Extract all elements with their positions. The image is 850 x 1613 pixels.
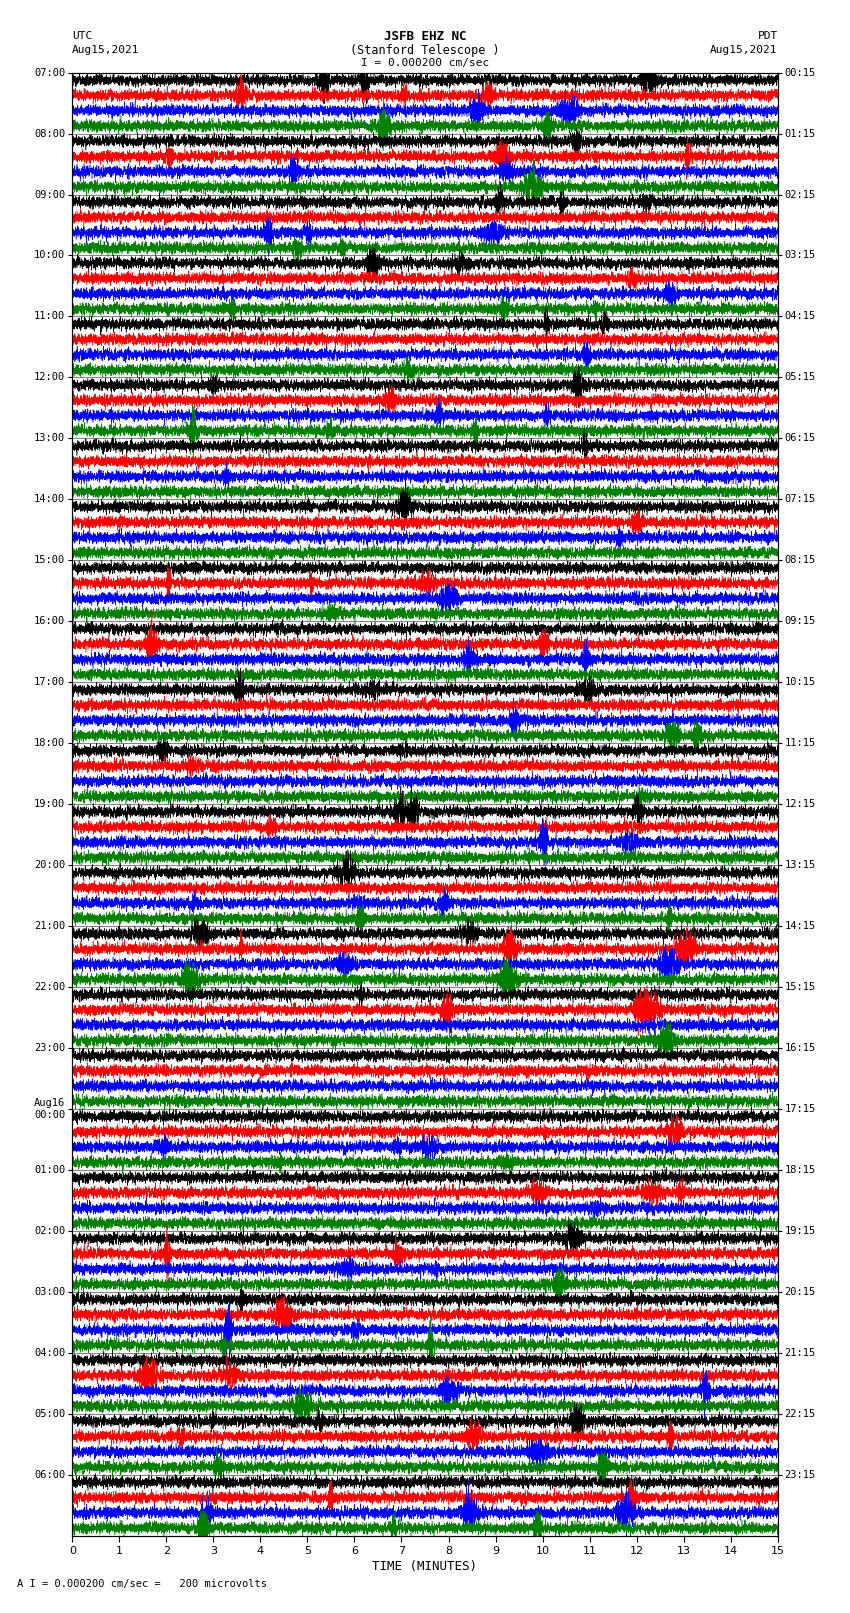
X-axis label: TIME (MINUTES): TIME (MINUTES)	[372, 1560, 478, 1573]
Text: (Stanford Telescope ): (Stanford Telescope )	[350, 44, 500, 56]
Text: UTC: UTC	[72, 31, 93, 42]
Text: I = 0.000200 cm/sec: I = 0.000200 cm/sec	[361, 58, 489, 68]
Text: JSFB EHZ NC: JSFB EHZ NC	[383, 29, 467, 44]
Text: A I = 0.000200 cm/sec =   200 microvolts: A I = 0.000200 cm/sec = 200 microvolts	[17, 1579, 267, 1589]
Text: PDT: PDT	[757, 31, 778, 42]
Text: Aug15,2021: Aug15,2021	[72, 45, 139, 55]
Text: Aug15,2021: Aug15,2021	[711, 45, 778, 55]
